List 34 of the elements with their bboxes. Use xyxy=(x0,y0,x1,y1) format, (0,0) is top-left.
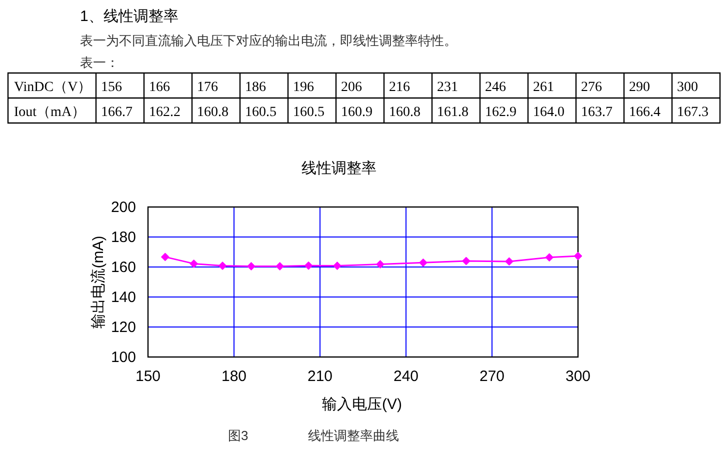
annotation-figure-caption: 线性调整率曲线 xyxy=(308,428,399,443)
table-cell: 162.2 xyxy=(149,105,180,120)
table-cell: 167.3 xyxy=(677,105,708,120)
annotation-paragraph: 表一为不同直流输入电压下对应的输出电流，即线性调整率特性。 xyxy=(80,33,457,48)
table-cell: 160.5 xyxy=(245,105,276,120)
table-cell: 161.8 xyxy=(437,105,468,120)
x-tick: 300 xyxy=(565,368,591,385)
table-cell: 160.9 xyxy=(341,105,372,120)
x-tick: 150 xyxy=(135,368,161,385)
table-cell: 163.7 xyxy=(581,105,612,120)
x-tick: 270 xyxy=(479,368,505,385)
table-cell: 160.5 xyxy=(293,105,324,120)
table-cell: 166.7 xyxy=(101,105,132,120)
y-tick: 200 xyxy=(110,199,136,216)
title: 线性调整率 xyxy=(302,160,376,177)
y-tick: 180 xyxy=(110,229,136,246)
table-title: 表一： xyxy=(80,55,119,70)
table-cell: 162.9 xyxy=(485,105,516,120)
table-cell: 166.4 xyxy=(629,105,660,120)
x-tick: 210 xyxy=(307,368,333,385)
annotation-heading: 1、线性调整率 xyxy=(80,8,178,25)
y-label: 输出电流(mA) xyxy=(90,236,107,328)
y-tick: 120 xyxy=(110,319,136,336)
annotation-figure-number: 图3 xyxy=(228,428,248,443)
y-tick: 100 xyxy=(110,349,136,366)
x-tick: 180 xyxy=(221,368,247,385)
table-cell: 160.8 xyxy=(389,105,420,120)
x-label: 输入电压(V) xyxy=(322,396,402,413)
table-cell: 160.8 xyxy=(197,105,228,120)
table-cell: 164.0 xyxy=(533,105,564,120)
y-tick: 140 xyxy=(110,289,136,306)
x-tick: 240 xyxy=(393,368,419,385)
table-column-header: VinDC（V） xyxy=(14,80,92,95)
y-tick: 160 xyxy=(110,259,136,276)
